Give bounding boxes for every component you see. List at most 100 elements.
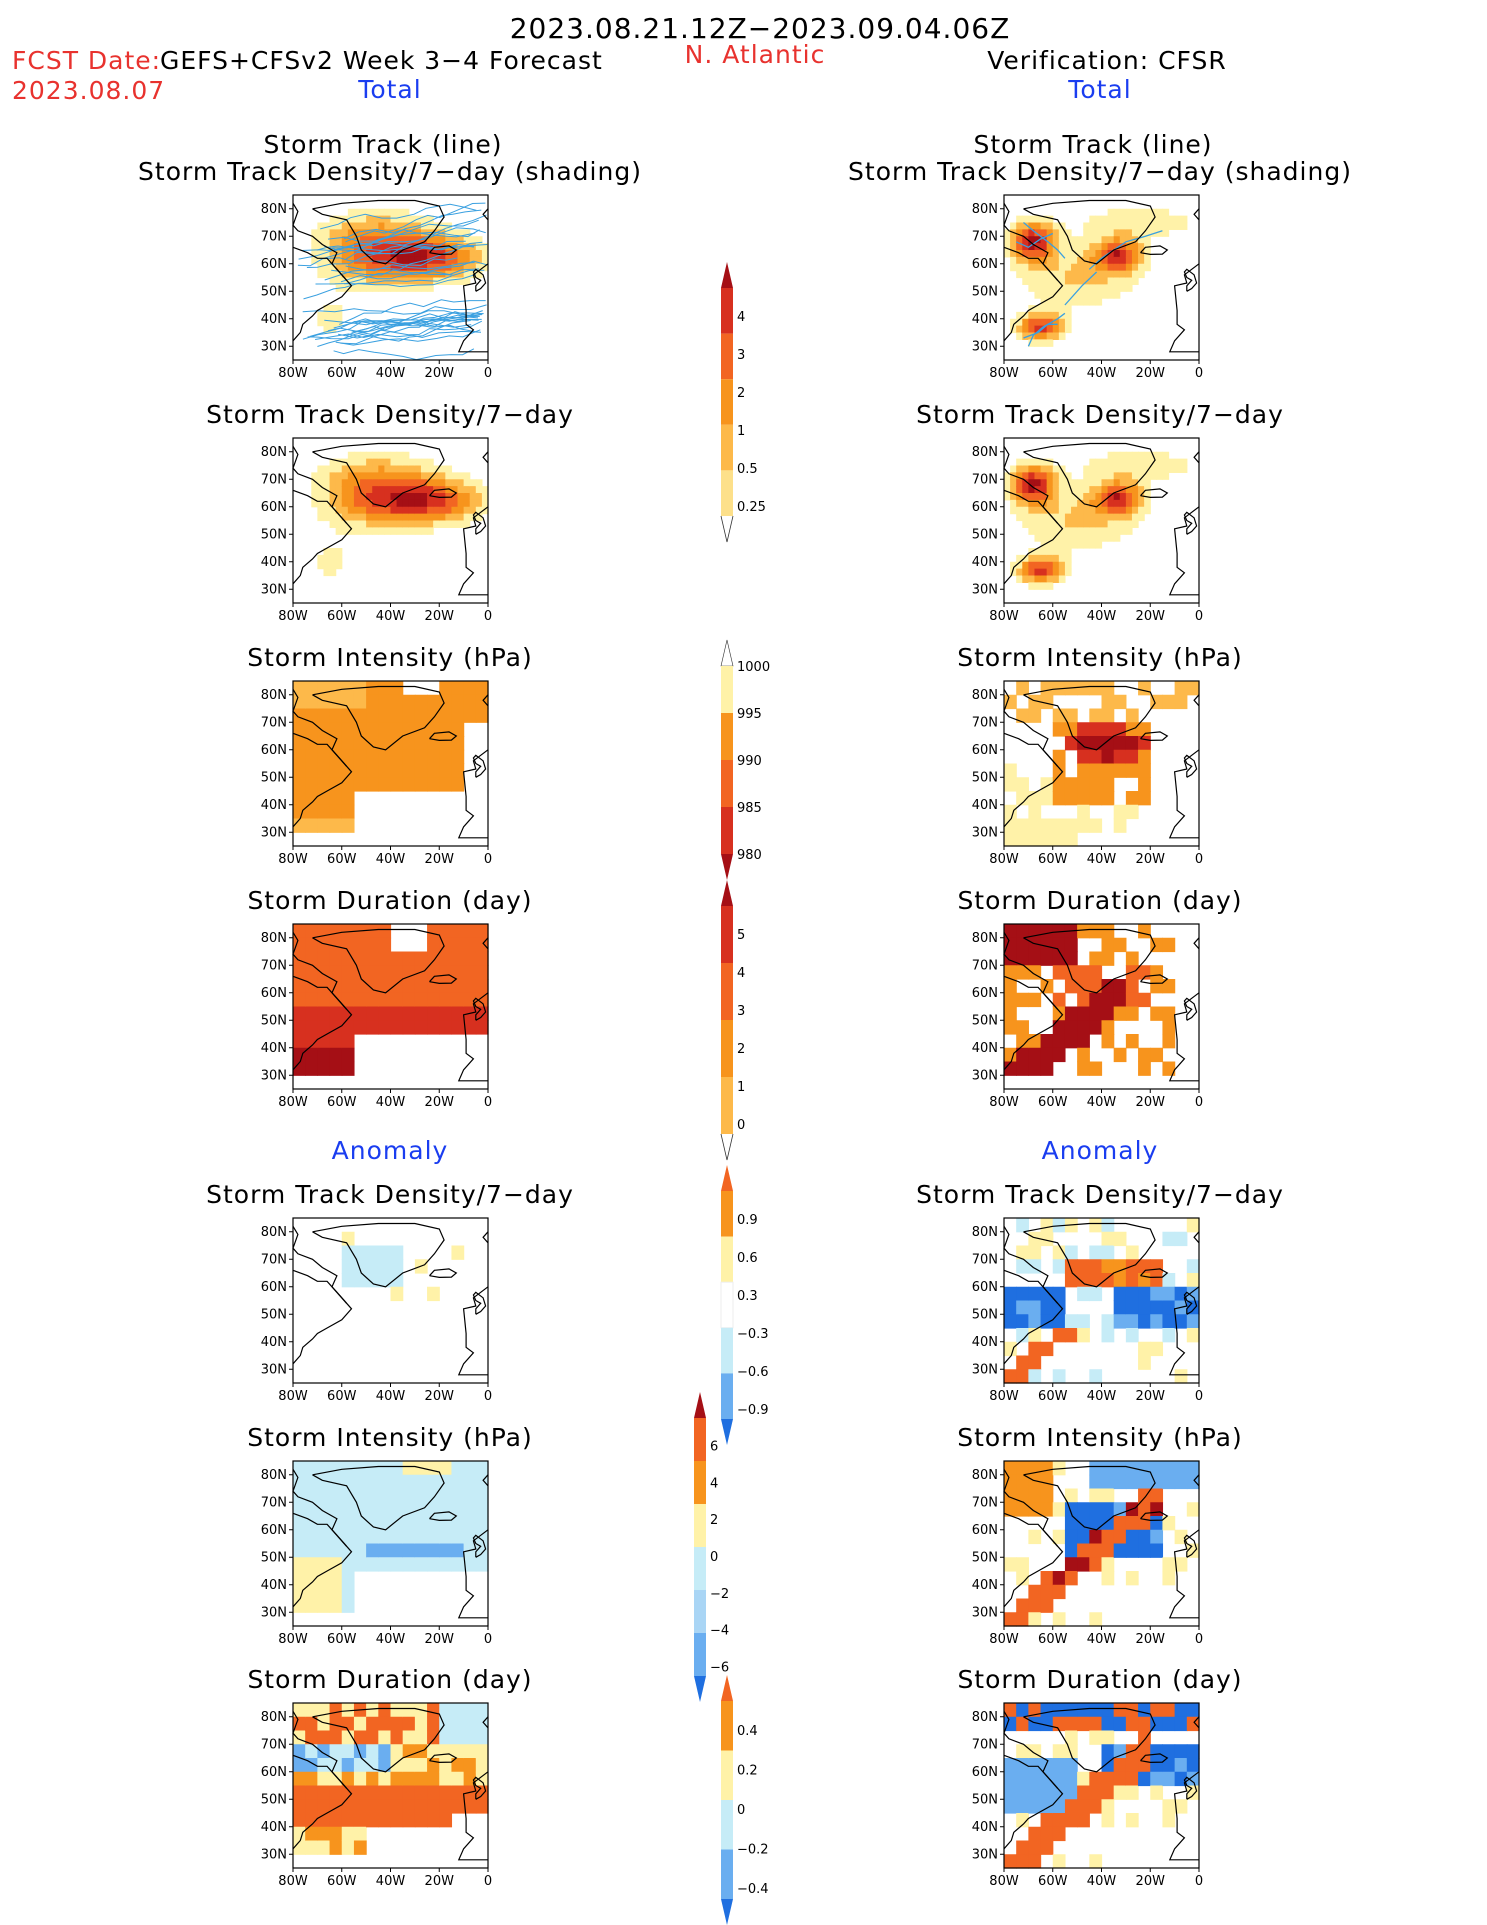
field-cell	[305, 1020, 318, 1035]
field-cell	[329, 493, 337, 501]
colorbar-segment	[694, 1633, 706, 1676]
field-cell	[439, 708, 453, 723]
field-cell	[341, 749, 355, 765]
field-cell	[366, 499, 373, 508]
field-cell	[1040, 575, 1048, 583]
field-cell	[341, 256, 349, 265]
field-cell	[1162, 694, 1176, 710]
field-cell	[1113, 284, 1121, 292]
field-cell	[1156, 229, 1164, 237]
coastline	[312, 928, 445, 994]
field-cell	[451, 1716, 465, 1732]
lon-label: 0	[484, 1095, 492, 1110]
coastline	[1193, 208, 1200, 221]
field-cell	[1052, 506, 1060, 515]
field-cell	[1040, 1286, 1054, 1302]
field-cell	[1113, 1529, 1127, 1545]
lon-label: 40W	[1087, 1389, 1117, 1404]
field-cell	[1028, 1061, 1042, 1076]
field-cell	[1022, 465, 1029, 473]
coastlines	[292, 685, 489, 839]
field-cell	[1016, 1813, 1029, 1828]
field-cell	[347, 493, 355, 501]
field-cell	[420, 277, 428, 285]
field-cell	[414, 1488, 428, 1503]
coastline	[312, 442, 445, 508]
field-cell	[1107, 229, 1115, 237]
field-cell	[341, 1813, 355, 1828]
field-cell	[420, 513, 428, 522]
map-field	[1004, 1218, 1200, 1384]
coastline	[1193, 451, 1200, 464]
field-cell	[1101, 1488, 1115, 1503]
field-cell	[427, 1474, 440, 1490]
field-cell	[1040, 486, 1048, 494]
field-cell	[1138, 1341, 1151, 1357]
field-cell	[1077, 924, 1090, 939]
field-cell	[1052, 229, 1060, 237]
field-cell	[1144, 208, 1151, 217]
field-cell	[1131, 236, 1139, 244]
field-cell	[475, 681, 489, 696]
field-cell	[1058, 229, 1066, 237]
field-cell	[1064, 548, 1072, 556]
field-cell	[1034, 236, 1042, 244]
field-cell	[408, 250, 416, 258]
field-cell	[317, 513, 325, 522]
field-cell	[1004, 243, 1011, 251]
field-cell	[1150, 965, 1164, 980]
field-cell	[1131, 222, 1139, 230]
field-cell	[1150, 979, 1164, 994]
field-cell	[1125, 1300, 1139, 1315]
field-cell	[408, 222, 416, 230]
field-cell	[1077, 236, 1084, 244]
field-cell	[1022, 479, 1029, 487]
field-cell	[1119, 479, 1127, 487]
storm-track	[1015, 232, 1054, 249]
field-cell	[396, 243, 404, 251]
field-cell	[1131, 270, 1139, 279]
lon-label: 80W	[278, 1095, 308, 1110]
field-cell	[1083, 472, 1090, 480]
field-cell	[317, 479, 325, 487]
field-cell	[390, 263, 398, 272]
lon-label: 60W	[327, 1874, 357, 1889]
field-cell	[451, 1543, 465, 1558]
field-cell	[1064, 250, 1072, 258]
field-cell	[353, 451, 361, 460]
field-cell	[384, 506, 392, 515]
field-cell	[353, 1785, 367, 1800]
field-cell	[347, 499, 355, 508]
field-cell	[1119, 250, 1127, 258]
field-cell	[1052, 513, 1060, 522]
field-cell	[390, 527, 398, 535]
field-cell	[1046, 534, 1054, 542]
field-cell	[402, 722, 416, 737]
field-cell	[1052, 1571, 1066, 1586]
field-cell	[341, 263, 349, 272]
field-cell	[1113, 236, 1121, 244]
field-cell	[1010, 486, 1017, 494]
lon-label: 80W	[989, 609, 1019, 624]
coastline	[457, 263, 489, 353]
field-cell	[414, 1516, 428, 1531]
coastline	[1168, 1529, 1200, 1619]
field-cell	[1046, 548, 1054, 556]
field-cell	[390, 472, 398, 480]
field-cell	[1119, 451, 1127, 460]
field-cell	[1089, 215, 1097, 224]
field-cell	[1131, 506, 1139, 515]
field-cell	[329, 1799, 343, 1814]
field-cell	[378, 1488, 392, 1503]
field-cell	[317, 250, 325, 258]
field-cell	[293, 1488, 306, 1503]
field-cell	[1071, 493, 1078, 501]
field-cell	[1168, 465, 1176, 473]
field-cell	[378, 243, 386, 251]
field-cell	[1016, 311, 1023, 320]
field-cell	[347, 458, 355, 467]
colorbar-segment	[721, 963, 733, 1020]
field-cell	[402, 1758, 416, 1773]
field-cell	[1016, 1771, 1029, 1787]
